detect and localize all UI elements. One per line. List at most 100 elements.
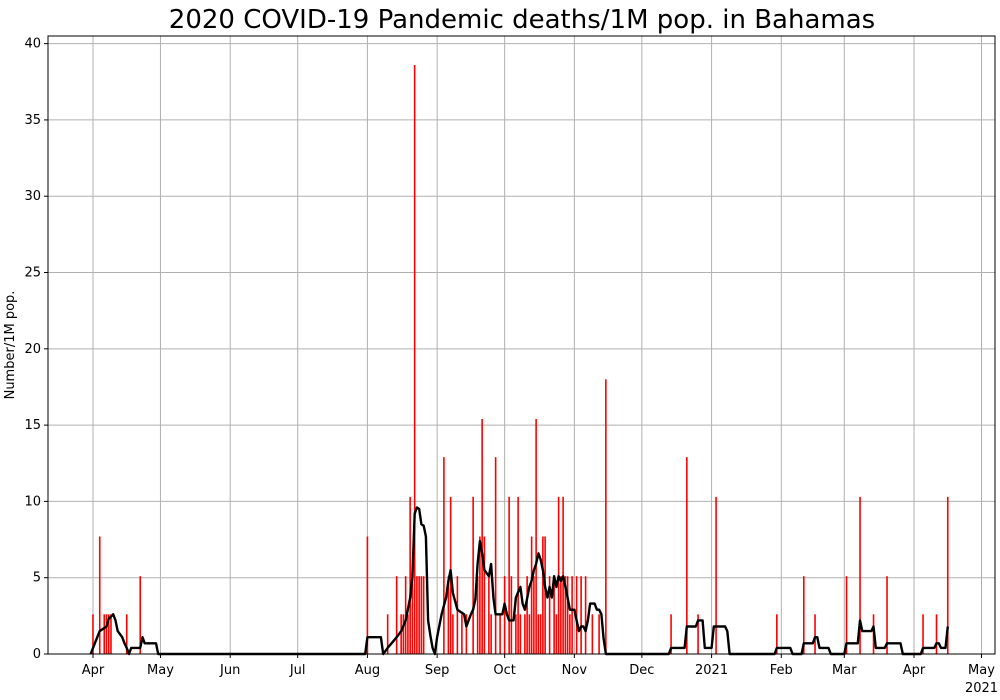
bar xyxy=(537,614,540,654)
bar xyxy=(697,614,699,654)
bar xyxy=(566,576,569,654)
y-tick-label: 40 xyxy=(24,37,41,52)
bar xyxy=(402,614,405,654)
bar xyxy=(422,576,425,654)
bar xyxy=(416,576,418,654)
bar xyxy=(411,576,414,654)
y-tick-label: 15 xyxy=(24,418,41,433)
bar xyxy=(488,576,490,654)
bar xyxy=(591,614,594,654)
bar xyxy=(407,614,409,654)
bar xyxy=(569,614,571,654)
x-tick-label: Apr xyxy=(82,663,105,678)
bar xyxy=(490,614,492,654)
bar xyxy=(845,576,848,654)
bar xyxy=(92,614,94,654)
x-tick-label: Jul xyxy=(289,663,306,678)
bar xyxy=(98,536,101,654)
x-tick-label: May xyxy=(147,663,174,678)
bar xyxy=(418,576,420,654)
bar xyxy=(519,614,522,654)
line-series xyxy=(89,506,949,656)
bar xyxy=(481,419,483,654)
bar xyxy=(515,614,517,654)
bar xyxy=(499,614,501,654)
x-tick-label: Mar xyxy=(832,663,857,678)
bar xyxy=(103,614,106,654)
bar xyxy=(386,614,389,654)
bar xyxy=(110,614,112,654)
x-tick-label: Feb xyxy=(770,663,793,678)
bar xyxy=(548,576,551,654)
x-tick-label: Oct xyxy=(493,663,515,678)
bar xyxy=(935,614,938,654)
bar xyxy=(539,614,542,654)
bar xyxy=(400,614,402,654)
bar xyxy=(530,536,533,654)
bar xyxy=(776,614,778,654)
y-tick-label: 0 xyxy=(33,647,41,662)
bar xyxy=(465,614,468,654)
bar xyxy=(139,576,142,654)
bar xyxy=(535,419,537,654)
y-tick-label: 25 xyxy=(24,266,41,281)
x-tick-label: Nov xyxy=(562,663,588,678)
bar xyxy=(715,496,717,654)
bar xyxy=(105,614,108,654)
y-axis: 0 5 10 15 20 25 30 35 40 xyxy=(24,37,48,662)
x-tick-label: 2021 xyxy=(695,663,728,678)
y-axis-label: Number/1M pop. xyxy=(3,291,18,400)
y-tick-label: 5 xyxy=(33,571,41,586)
bar xyxy=(472,496,474,654)
bar xyxy=(528,614,531,654)
y-tick-label: 20 xyxy=(24,342,41,357)
y-tick-label: 35 xyxy=(24,113,41,128)
bar xyxy=(526,576,528,654)
bar xyxy=(886,576,888,654)
y-tick-label: 10 xyxy=(24,494,41,509)
bar xyxy=(571,576,573,654)
bar xyxy=(584,576,587,654)
x-axis: Apr May Jun Jul Aug Sep Oct Nov Dec 2021 Feb Mar Apr… xyxy=(82,654,998,696)
bar xyxy=(366,536,369,654)
bar xyxy=(409,496,411,654)
bar xyxy=(447,576,450,654)
bar xyxy=(859,496,861,654)
bar xyxy=(508,496,510,654)
bar xyxy=(476,576,479,654)
bar xyxy=(456,576,459,654)
bar xyxy=(483,536,486,654)
bar xyxy=(803,576,805,654)
bar xyxy=(544,536,546,654)
bar xyxy=(461,614,463,654)
bar xyxy=(503,576,506,654)
bar xyxy=(125,614,128,654)
moving-average-line xyxy=(89,506,949,656)
bar xyxy=(946,496,949,654)
bar xyxy=(479,536,481,654)
bar xyxy=(524,614,526,654)
bar xyxy=(443,457,445,654)
chart-title: 2020 COVID-19 Pandemic deaths/1M pop. in… xyxy=(169,5,875,35)
bar xyxy=(564,576,567,654)
bar xyxy=(413,64,416,654)
bar xyxy=(605,379,607,654)
bar xyxy=(420,576,423,654)
x-tick-label: Dec xyxy=(629,663,654,678)
bar xyxy=(814,614,816,654)
bar xyxy=(517,496,519,654)
bar xyxy=(922,614,924,654)
bar xyxy=(510,576,513,654)
bar-series xyxy=(92,64,949,654)
y-tick-label: 30 xyxy=(24,189,41,204)
bar xyxy=(533,576,535,654)
x-tick-label: Jun xyxy=(219,663,240,678)
bar xyxy=(494,457,497,654)
x-tick-label: Apr xyxy=(903,663,926,678)
bar xyxy=(598,614,600,654)
bar xyxy=(560,576,562,654)
bar xyxy=(542,536,544,654)
x-tick-label: Sep xyxy=(425,663,450,678)
